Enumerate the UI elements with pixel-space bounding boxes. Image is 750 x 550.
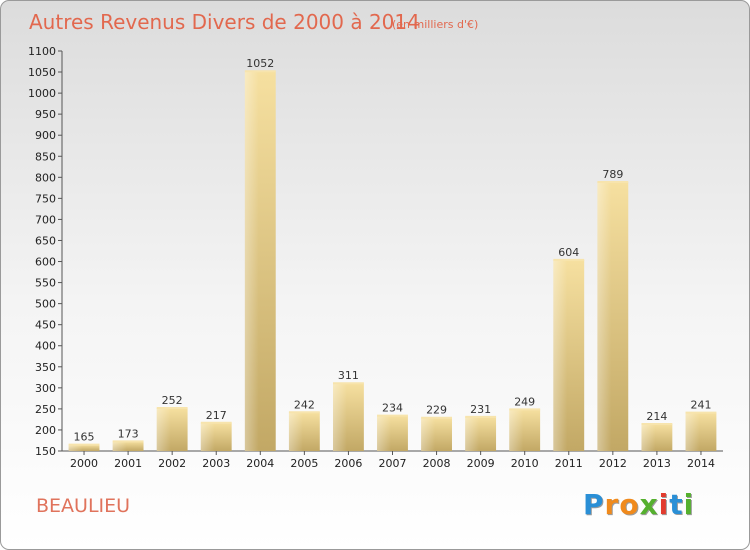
x-tick-label: 2002 xyxy=(158,457,186,470)
bar-highlight xyxy=(553,259,568,451)
bar-highlight xyxy=(377,415,391,451)
y-tick-label: 600 xyxy=(35,256,56,269)
data-label: 311 xyxy=(338,369,359,382)
y-tick-label: 550 xyxy=(35,277,56,290)
bar-highlight xyxy=(685,412,700,451)
data-label: 217 xyxy=(206,409,227,422)
x-tick-label: 2004 xyxy=(246,457,274,470)
bar-highlight xyxy=(465,416,480,451)
y-tick-label: 650 xyxy=(35,234,56,247)
bar-highlight xyxy=(68,444,83,451)
data-label: 241 xyxy=(690,399,711,412)
bar-highlight xyxy=(641,424,656,451)
x-tick-label: 2009 xyxy=(467,457,495,470)
data-label: 214 xyxy=(646,410,667,423)
x-tick-label: 2001 xyxy=(114,457,142,470)
proxiti-logo: Proxiti xyxy=(583,488,694,521)
x-tick-label: 2012 xyxy=(599,457,627,470)
y-tick-label: 200 xyxy=(35,424,56,437)
y-tick-label: 400 xyxy=(35,340,56,353)
x-tick-label: 2014 xyxy=(687,457,715,470)
y-tick-label: 700 xyxy=(35,213,56,226)
x-tick-label: 2008 xyxy=(423,457,451,470)
y-tick-label: 250 xyxy=(35,403,56,416)
x-tick-label: 2005 xyxy=(290,457,318,470)
data-label: 249 xyxy=(514,395,535,408)
y-tick-label: 1100 xyxy=(28,45,56,58)
data-label: 242 xyxy=(294,398,315,411)
y-tick-label: 350 xyxy=(35,361,56,374)
logo-letter: i xyxy=(683,488,695,521)
y-tick-label: 750 xyxy=(35,192,56,205)
data-label: 1052 xyxy=(246,57,274,70)
logo-letter: P xyxy=(583,488,605,521)
x-tick-label: 2013 xyxy=(643,457,671,470)
y-tick-label: 150 xyxy=(35,445,56,458)
bars xyxy=(68,70,717,452)
y-tick-label: 500 xyxy=(35,298,56,311)
value-labels: 165 173 252 217 1052 242 311 234 229 231 249 604 789… xyxy=(74,57,712,443)
logo-letter: x xyxy=(639,488,659,521)
x-tick-label: 2011 xyxy=(555,457,583,470)
y-tick-label: 900 xyxy=(35,129,56,142)
data-label: 173 xyxy=(118,427,139,440)
logo-letter: o xyxy=(619,488,640,521)
bar-highlight xyxy=(333,383,347,451)
bar-highlight xyxy=(112,441,127,451)
logo-letter: r xyxy=(604,488,620,521)
logo-letter: t xyxy=(669,488,684,521)
data-label: 604 xyxy=(558,246,579,259)
bar xyxy=(112,441,144,451)
chart-subtitle: (en milliers d'€) xyxy=(392,18,479,31)
bar xyxy=(68,444,100,451)
axes: 150 200 250 300 350 400 450 500 550 600 650 700 750 8… xyxy=(28,45,723,470)
location-label: BEAULIEU xyxy=(36,495,131,517)
bar-highlight xyxy=(421,417,436,451)
y-tick-label: 450 xyxy=(35,319,56,332)
x-tick-label: 2006 xyxy=(334,457,362,470)
y-tick-label: 1000 xyxy=(28,87,56,100)
y-tick-label: 950 xyxy=(35,108,56,121)
y-tick-label: 850 xyxy=(35,150,56,163)
x-tick-label: 2010 xyxy=(511,457,539,470)
data-label: 252 xyxy=(162,394,183,407)
data-label: 229 xyxy=(426,404,447,417)
bar-highlight xyxy=(597,181,612,451)
data-label: 234 xyxy=(382,402,403,415)
bar-highlight xyxy=(200,422,215,451)
bar-highlight xyxy=(288,412,303,451)
x-tick-label: 2003 xyxy=(202,457,230,470)
x-tick-label: 2000 xyxy=(70,457,98,470)
y-tick-label: 800 xyxy=(35,171,56,184)
data-label: 165 xyxy=(74,431,95,444)
y-tick-label: 300 xyxy=(35,382,56,395)
bar-highlight xyxy=(509,409,524,451)
y-tick-label: 1050 xyxy=(28,66,56,79)
logo-letter: i xyxy=(658,488,670,521)
x-tick-label: 2007 xyxy=(379,457,407,470)
bar-highlight xyxy=(156,408,171,451)
chart-title: Autres Revenus Divers de 2000 à 2014 xyxy=(29,10,420,34)
bar-highlight xyxy=(244,71,259,452)
data-label: 789 xyxy=(602,168,623,181)
data-label: 231 xyxy=(470,403,491,416)
